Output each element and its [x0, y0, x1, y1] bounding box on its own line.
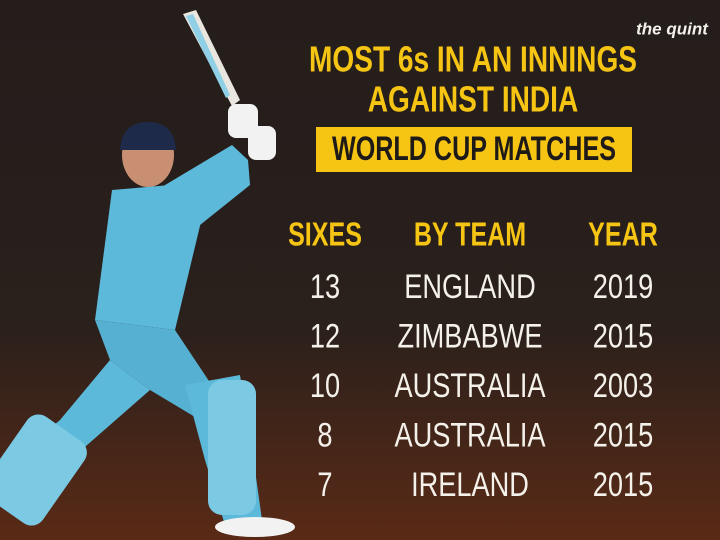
table-cell-cell: AUSTRALIA	[394, 416, 545, 455]
table-cell-cell: AUSTRALIA	[394, 366, 545, 405]
table: SIXES BY TEAM YEAR 13 ENGLAND 2019 12 ZIMBABWE 2…	[288, 216, 658, 503]
table-cell: 2019	[593, 267, 653, 306]
column-header-cell: BY TEAM	[414, 216, 526, 253]
table-cell-cell: 13	[310, 267, 340, 306]
table-cell: 2003	[593, 366, 653, 405]
table-cell: AUSTRALIA	[394, 416, 545, 455]
title-line: AGAINST INDIA	[368, 79, 578, 119]
player-illustration	[0, 10, 295, 537]
table-cell-cell: 8	[317, 416, 332, 455]
table-cell-cell: 2015	[593, 465, 653, 504]
brand-logo: the quint	[636, 19, 709, 38]
table-cell: 2015	[593, 465, 653, 504]
table-cell: 10	[310, 366, 340, 405]
table-cell-cell: 7	[317, 465, 332, 504]
table-cell: 2015	[593, 317, 653, 356]
column-header-cell: YEAR	[588, 216, 658, 253]
table-cell: 2015	[593, 416, 653, 455]
table-cell-cell: 2019	[593, 267, 653, 306]
table-cell-cell: IRELAND	[411, 465, 529, 504]
table-cell-cell: 2003	[593, 366, 653, 405]
table-cell-cell: 2015	[593, 317, 653, 356]
table-cell: 8	[317, 416, 332, 455]
table-cell: 12	[310, 317, 340, 356]
column-header-cell: SIXES	[288, 216, 362, 253]
table-cell: ZIMBABWE	[398, 317, 543, 356]
table-cell-cell: ZIMBABWE	[398, 317, 543, 356]
table-cell: 7	[317, 465, 332, 504]
table-cell-cell: 12	[310, 317, 340, 356]
column-header: YEAR	[588, 216, 658, 253]
table-cell-cell: 10	[310, 366, 340, 405]
table-cell-cell: ENGLAND	[404, 267, 535, 306]
table-cell: IRELAND	[411, 465, 529, 504]
title-line: MOST 6s IN AN INNINGS	[309, 39, 637, 79]
table-cell: ENGLAND	[404, 267, 535, 306]
subtitle: WORLD CUP MATCHES	[332, 130, 616, 168]
table-cell: AUSTRALIA	[394, 366, 545, 405]
table-cell-cell: 2015	[593, 416, 653, 455]
column-header: BY TEAM	[414, 216, 526, 253]
table-cell: 13	[310, 267, 340, 306]
column-header: SIXES	[288, 216, 362, 253]
subtitle-box	[316, 127, 632, 172]
